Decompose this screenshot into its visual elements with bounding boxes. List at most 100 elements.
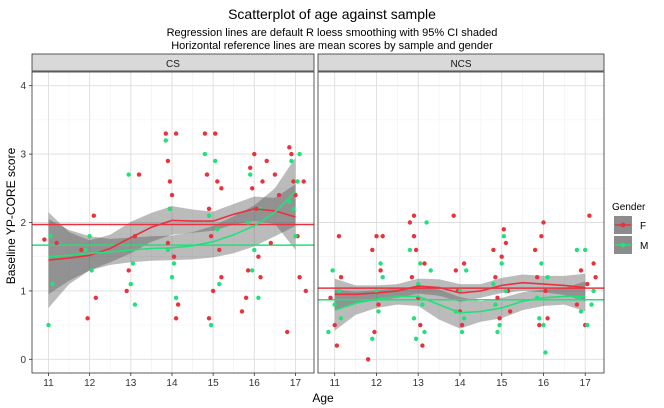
legend-title: Gender — [612, 202, 646, 213]
point-f — [413, 247, 419, 253]
point-f — [587, 213, 592, 218]
point-f — [85, 316, 90, 321]
point-m — [83, 247, 88, 253]
point-f — [365, 357, 371, 362]
point-f — [376, 302, 381, 307]
point-m — [256, 295, 261, 300]
x-tick-label: 12 — [84, 378, 96, 389]
point-f — [374, 234, 379, 239]
point-f — [213, 131, 218, 136]
point-m — [130, 261, 136, 266]
point-f — [297, 275, 302, 280]
ci-ribbon-m — [48, 157, 296, 295]
point-f — [535, 275, 540, 280]
panel-ncs: NCS 11 12 13 14 15 16 17 — [317, 53, 605, 389]
y-tick-label: 3 — [20, 150, 26, 161]
point-m — [541, 322, 546, 328]
point-f — [541, 220, 546, 225]
point-m — [420, 302, 425, 307]
point-f — [173, 131, 179, 136]
point-m — [497, 322, 502, 328]
point-f — [501, 227, 506, 232]
point-m — [407, 247, 413, 253]
point-f — [206, 316, 212, 321]
point-m — [163, 138, 168, 143]
point-f — [165, 240, 171, 246]
point-f — [169, 192, 175, 198]
point-f — [245, 268, 251, 273]
point-m — [380, 275, 385, 280]
point-m — [585, 322, 590, 328]
ci-ribbon-f — [48, 184, 296, 308]
point-m — [374, 288, 379, 294]
point-m — [215, 227, 220, 232]
x-tick-label: 11 — [43, 378, 54, 389]
point-f — [497, 316, 502, 321]
point-f — [256, 254, 261, 259]
point-f — [136, 172, 142, 177]
point-m — [295, 179, 300, 184]
point-f — [585, 281, 590, 287]
point-f — [338, 275, 344, 280]
point-f — [578, 268, 584, 273]
point-m — [376, 309, 381, 314]
point-f — [219, 186, 224, 191]
y-tick-label: 4 — [20, 81, 26, 92]
point-f — [163, 131, 168, 136]
point-f — [370, 247, 375, 253]
point-f — [451, 213, 456, 218]
point-m — [50, 281, 55, 287]
x-tick-label: 11 — [330, 378, 341, 389]
point-f — [291, 179, 296, 184]
loess-line-f — [334, 281, 586, 296]
point-m — [213, 158, 218, 164]
point-m — [583, 247, 588, 253]
point-m — [411, 316, 417, 321]
point-m — [126, 172, 131, 177]
legend-key-point-f — [620, 222, 626, 228]
legend-label-m: M — [640, 241, 648, 252]
chart-subtitle-line-2: Horizontal reference lines are mean scor… — [171, 40, 493, 52]
point-m — [289, 158, 294, 164]
point-f — [175, 302, 181, 307]
point-f — [217, 247, 222, 253]
point-f — [285, 329, 290, 335]
point-m — [287, 199, 292, 205]
point-f — [411, 213, 417, 218]
point-m — [589, 302, 594, 307]
x-tick-label: 14 — [454, 378, 466, 389]
loess-line-f — [48, 207, 296, 261]
point-m — [46, 322, 51, 328]
point-m — [537, 316, 542, 321]
point-m — [202, 151, 208, 157]
point-f — [272, 172, 278, 177]
point-f — [289, 151, 294, 157]
point-m — [503, 288, 509, 294]
y-axis-label: Baseline YP-CORE score — [4, 147, 18, 284]
point-f — [293, 192, 298, 198]
point-f — [380, 234, 385, 239]
legend-items: FM — [614, 216, 648, 254]
point-f — [495, 295, 500, 300]
point-f — [260, 179, 265, 184]
chart-title: Scatterplot of age against sample — [228, 6, 436, 22]
point-f — [124, 288, 129, 294]
point-f — [378, 268, 383, 273]
point-m — [245, 220, 251, 225]
x-axis-label: Age — [312, 391, 334, 405]
point-f — [461, 261, 467, 266]
point-f — [239, 309, 245, 314]
point-m — [591, 288, 596, 294]
point-m — [173, 295, 179, 300]
point-f — [499, 254, 504, 259]
point-m — [545, 275, 550, 280]
y-tick-label: 1 — [20, 286, 26, 297]
loess-line-m — [334, 295, 586, 314]
point-m — [336, 288, 342, 294]
point-f — [334, 343, 339, 348]
point-f — [328, 295, 333, 300]
point-f — [42, 237, 47, 242]
point-m — [89, 268, 94, 273]
